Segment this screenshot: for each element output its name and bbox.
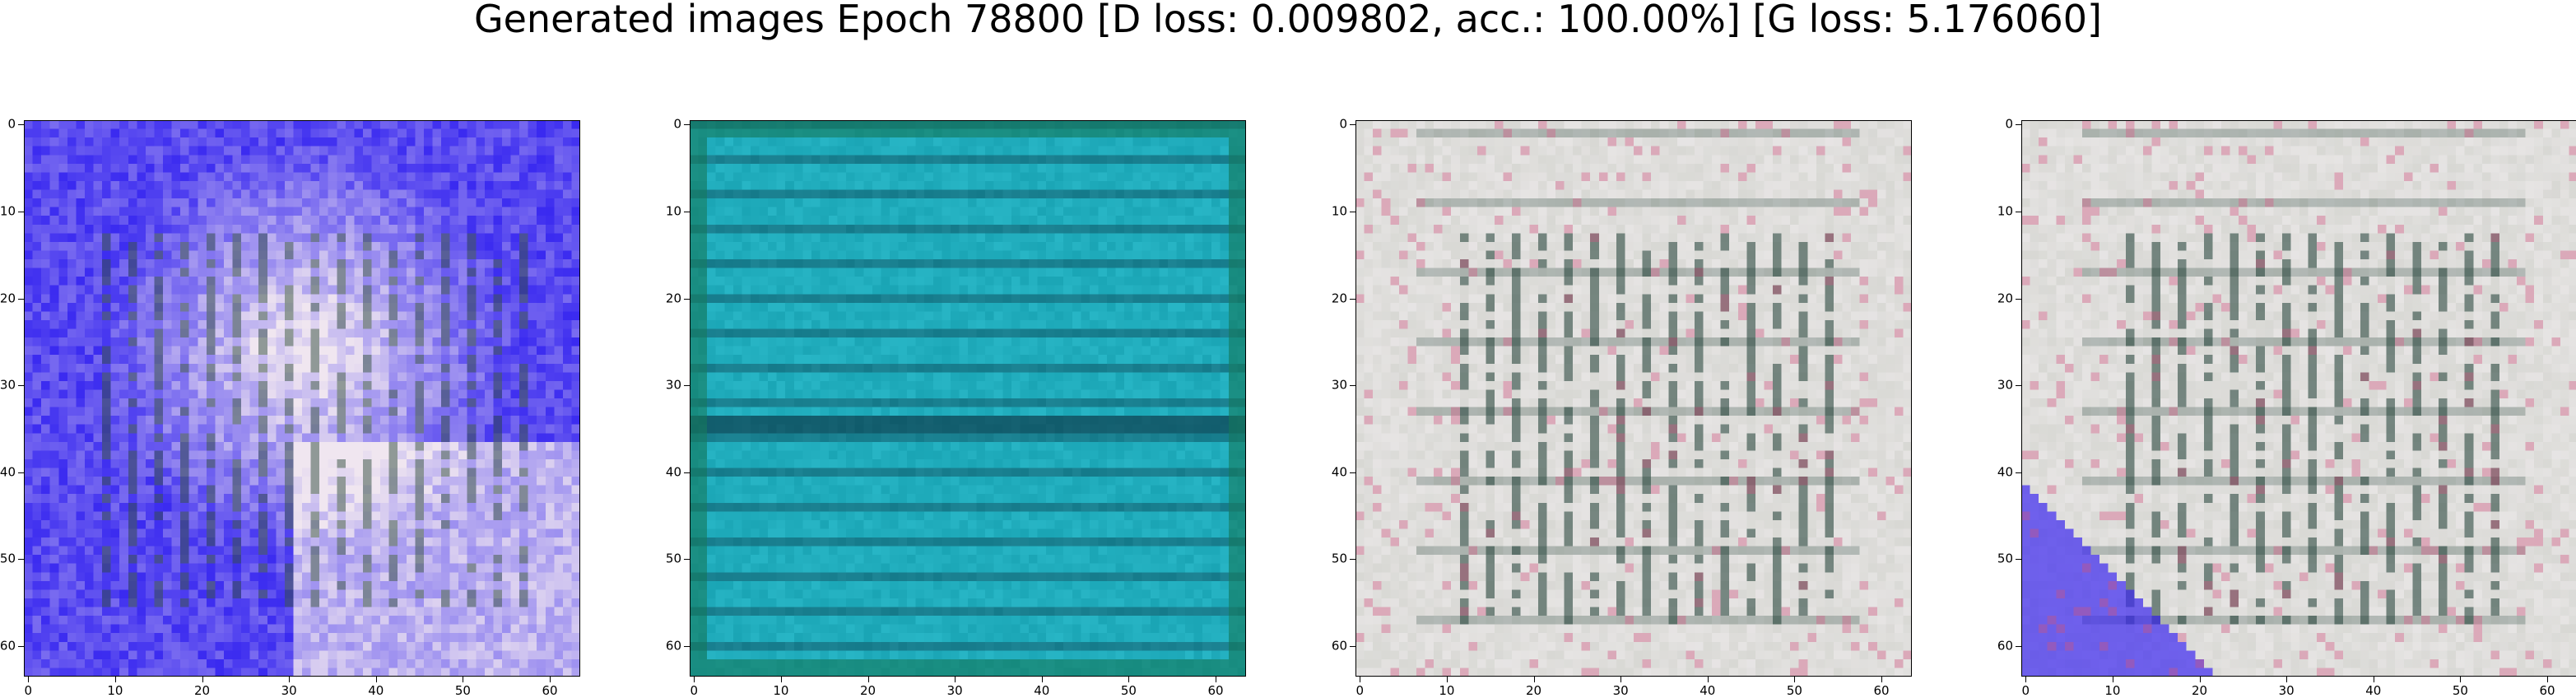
x-tick-mark (694, 677, 695, 682)
x-tick-mark (1128, 677, 1129, 682)
image-panel-4: 0 10 20 30 40 50 60 0 10 20 30 40 50 60 (2021, 120, 2576, 677)
axes-frame (2021, 120, 2576, 677)
x-tick-mark (202, 677, 203, 682)
y-tick-label: 40 (1332, 466, 1347, 478)
y-tick-label: 50 (0, 553, 16, 565)
y-tick-label: 30 (0, 379, 16, 392)
y-tick-mark (684, 299, 690, 300)
y-tick-mark (684, 472, 690, 473)
x-tick-mark (2547, 677, 2548, 682)
x-tick-mark (1794, 677, 1795, 682)
axes-frame (1355, 120, 1912, 677)
y-tick-label: 40 (0, 466, 16, 478)
y-tick-mark (1350, 385, 1355, 386)
y-tick-label: 30 (666, 379, 681, 392)
image-panel-1: 0 10 20 30 40 50 60 0 10 20 30 40 50 60 (24, 120, 580, 677)
x-tick-mark (2460, 677, 2461, 682)
y-tick-mark (1350, 472, 1355, 473)
figure-title: Generated images Epoch 78800 [D loss: 0.… (0, 0, 2576, 38)
axes-frame (24, 120, 580, 677)
x-tick-mark (1042, 677, 1043, 682)
y-tick-label: 50 (666, 553, 681, 565)
x-tick-mark (2200, 677, 2201, 682)
x-tick-mark (1881, 677, 1882, 682)
y-tick-mark (684, 124, 690, 125)
x-tick-mark (1447, 677, 1448, 682)
y-tick-mark (2016, 559, 2021, 560)
y-tick-mark (684, 559, 690, 560)
y-tick-mark (1350, 299, 1355, 300)
x-tick-mark (550, 677, 551, 682)
y-tick-mark (2016, 385, 2021, 386)
x-tick-mark (2286, 677, 2287, 682)
y-tick-mark (18, 299, 24, 300)
y-tick-mark (18, 559, 24, 560)
x-tick-mark (289, 677, 290, 682)
x-tick-mark (1620, 677, 1621, 682)
y-tick-label: 60 (0, 640, 16, 653)
y-tick-label: 20 (666, 292, 681, 305)
x-tick-mark (376, 677, 377, 682)
y-tick-label: 20 (1997, 292, 2013, 305)
y-tick-mark (18, 385, 24, 386)
y-tick-label: 10 (666, 205, 681, 217)
axes-frame (690, 120, 1246, 677)
y-tick-label: 10 (0, 205, 16, 217)
y-tick-mark (2016, 124, 2021, 125)
y-tick-label: 40 (666, 466, 681, 478)
x-tick-mark (955, 677, 956, 682)
y-tick-mark (684, 646, 690, 647)
y-tick-label: 30 (1997, 379, 2013, 392)
y-tick-label: 20 (1332, 292, 1347, 305)
image-panel-3: 0 10 20 30 40 50 60 0 10 20 30 40 50 60 (1355, 120, 1912, 677)
x-tick-mark (1708, 677, 1709, 682)
y-tick-label: 0 (673, 119, 681, 131)
x-tick-mark (2025, 677, 2026, 682)
x-tick-mark (868, 677, 869, 682)
y-tick-mark (684, 385, 690, 386)
y-tick-mark (18, 472, 24, 473)
y-tick-mark (18, 124, 24, 125)
y-tick-label: 0 (1339, 119, 1347, 131)
y-tick-label: 50 (1997, 553, 2013, 565)
y-tick-label: 20 (0, 292, 16, 305)
y-tick-mark (2016, 646, 2021, 647)
y-tick-label: 60 (1997, 640, 2013, 653)
y-tick-mark (1350, 124, 1355, 125)
y-tick-label: 40 (1997, 466, 2013, 478)
x-tick-mark (115, 677, 116, 682)
y-tick-label: 60 (666, 640, 681, 653)
y-tick-label: 50 (1332, 553, 1347, 565)
x-tick-mark (1534, 677, 1535, 682)
y-tick-mark (2016, 299, 2021, 300)
y-tick-mark (18, 646, 24, 647)
x-tick-mark (781, 677, 782, 682)
y-tick-label: 10 (1997, 205, 2013, 217)
y-tick-label: 60 (1332, 640, 1347, 653)
y-tick-label: 10 (1332, 205, 1347, 217)
y-tick-mark (1350, 646, 1355, 647)
y-tick-label: 0 (7, 119, 16, 131)
y-tick-label: 30 (1332, 379, 1347, 392)
y-tick-mark (1350, 559, 1355, 560)
image-panel-2: 0 10 20 30 40 50 60 0 10 20 30 40 50 60 (690, 120, 1246, 677)
x-tick-mark (28, 677, 29, 682)
y-tick-label: 0 (2005, 119, 2013, 131)
y-tick-mark (2016, 472, 2021, 473)
